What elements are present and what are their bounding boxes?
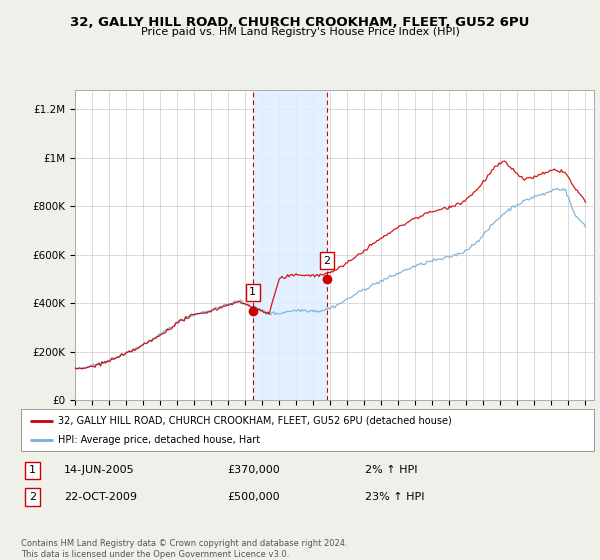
Text: Contains HM Land Registry data © Crown copyright and database right 2024.
This d: Contains HM Land Registry data © Crown c…	[21, 539, 347, 559]
Text: £370,000: £370,000	[227, 465, 280, 475]
Text: 32, GALLY HILL ROAD, CHURCH CROOKHAM, FLEET, GU52 6PU: 32, GALLY HILL ROAD, CHURCH CROOKHAM, FL…	[70, 16, 530, 29]
Text: Price paid vs. HM Land Registry's House Price Index (HPI): Price paid vs. HM Land Registry's House …	[140, 27, 460, 37]
Bar	[253, 90, 327, 400]
Text: 2% ↑ HPI: 2% ↑ HPI	[365, 465, 418, 475]
Text: 32, GALLY HILL ROAD, CHURCH CROOKHAM, FLEET, GU52 6PU (detached house): 32, GALLY HILL ROAD, CHURCH CROOKHAM, FL…	[58, 416, 452, 426]
Text: £500,000: £500,000	[227, 492, 280, 502]
Text: 14-JUN-2005: 14-JUN-2005	[64, 465, 134, 475]
Text: HPI: Average price, detached house, Hart: HPI: Average price, detached house, Hart	[58, 435, 260, 445]
Text: 22-OCT-2009: 22-OCT-2009	[64, 492, 137, 502]
Text: 1: 1	[250, 287, 256, 297]
Text: 23% ↑ HPI: 23% ↑ HPI	[365, 492, 424, 502]
Text: 1: 1	[29, 465, 36, 475]
Text: 2: 2	[29, 492, 36, 502]
Text: 2: 2	[323, 256, 331, 266]
